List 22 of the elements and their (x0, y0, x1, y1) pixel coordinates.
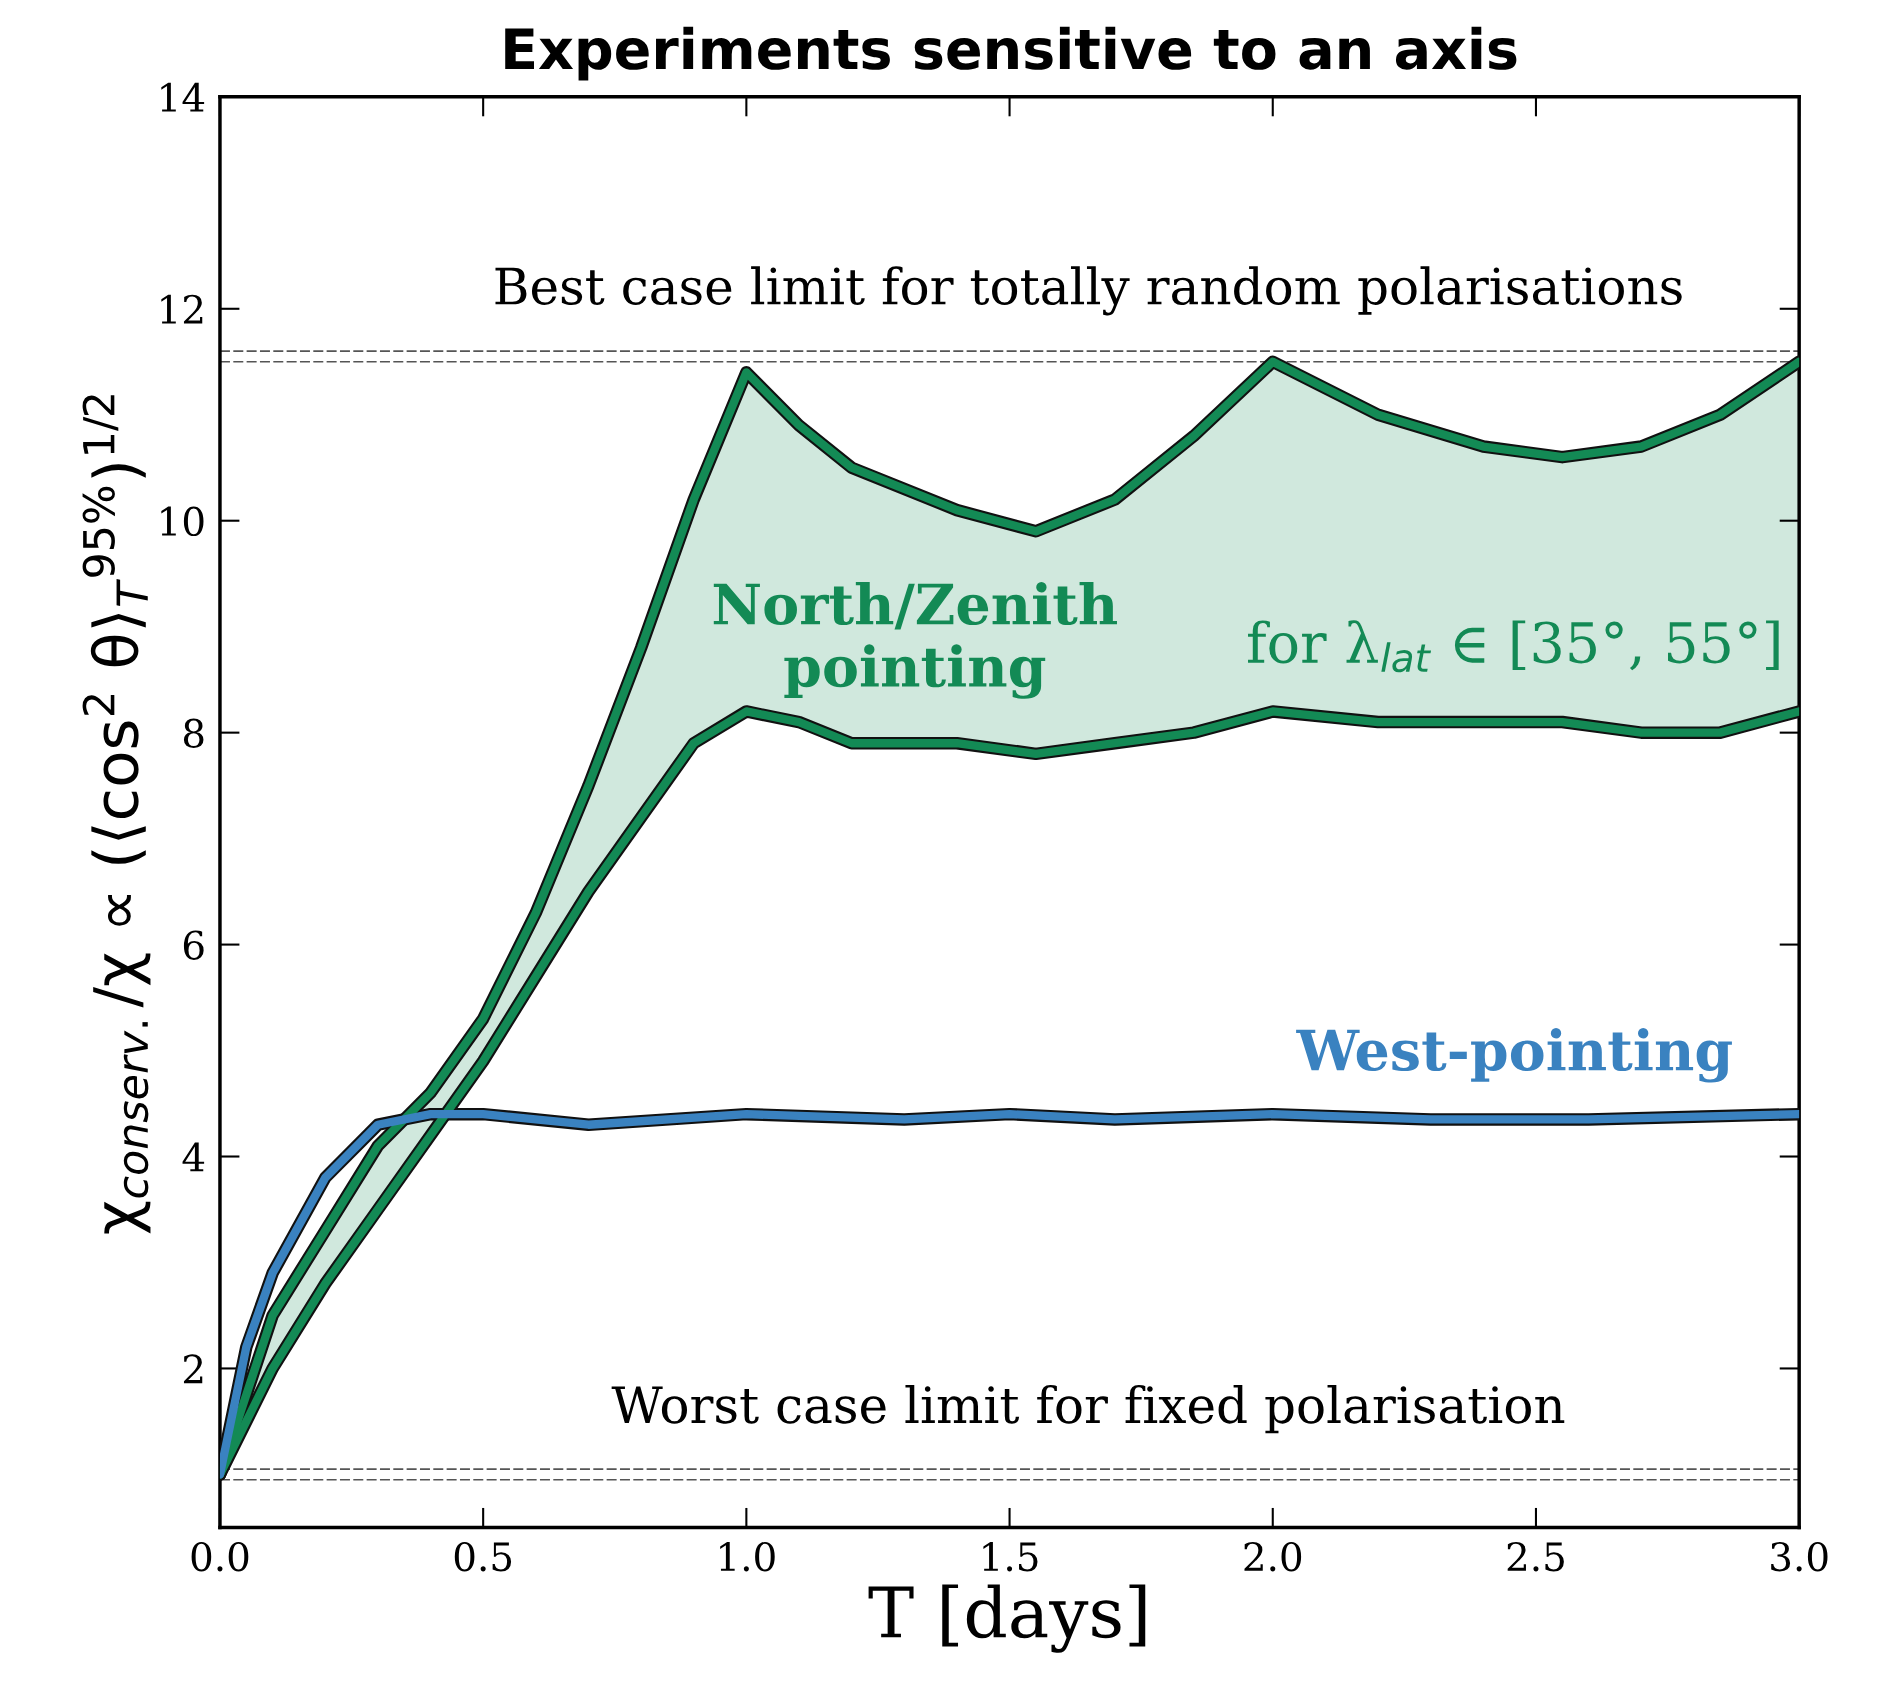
x-tick-label: 1.0 (720, 1541, 775, 1572)
annotation: North/Zenith pointing (713, 582, 1117, 699)
y-tick-label: 14 (161, 82, 205, 112)
y-tick-label: 4 (182, 1142, 205, 1172)
x-tick-label: 2.5 (1507, 1541, 1564, 1572)
x-axis-title: T [days] (868, 1584, 1146, 1653)
text: χ$_{conserv.}$/χ ∝ (⟨cos$^{2}$ θ⟩$_{T}$$^{95%}$)$^{1/2}$ (82, 395, 151, 1234)
annotation: for λ$_{lat}$ ∈ [35°, 55°] (1248, 620, 1779, 673)
y-tick-label: 12 (161, 294, 203, 324)
y-tick-label: 2 (183, 1354, 203, 1384)
x-tick-label: 3.0 (1771, 1541, 1828, 1572)
y-tick-label: 10 (161, 506, 204, 537)
x-tick-label: 0.0 (191, 1541, 249, 1572)
x-tick-label: 2.0 (1244, 1541, 1302, 1572)
chart-title: Experiments sensitive to an axis (505, 26, 1517, 81)
y-tick-label: 6 (183, 930, 204, 960)
ref-line-label: Worst case limit for fixed polarisation (611, 1384, 1565, 1434)
ref-line-label: Best case limit for totally random polarisations (495, 266, 1682, 316)
y-tick-label: 8 (183, 718, 204, 748)
x-tick-label: 0.5 (454, 1541, 512, 1572)
x-tick-label: 1.5 (983, 1541, 1038, 1572)
annotation: West-pointing (1296, 1028, 1732, 1083)
